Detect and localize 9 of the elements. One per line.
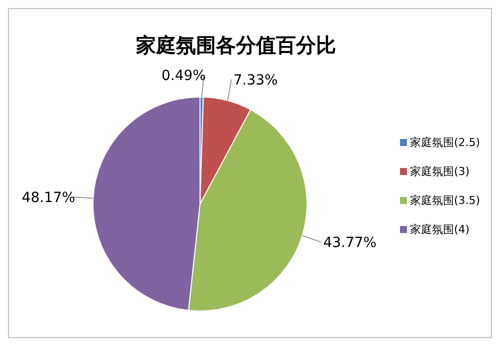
- chart-title: 家庭氛围各分值百分比: [135, 33, 336, 57]
- data-label: 7.33%: [233, 72, 278, 88]
- data-label: 43.77%: [323, 235, 377, 252]
- legend-label: 家庭氛围(3): [410, 165, 470, 178]
- legend-label: 家庭氛围(4): [410, 223, 470, 236]
- legend-label: 家庭氛围(3.5): [410, 194, 480, 207]
- data-label: 0.49%: [162, 68, 206, 84]
- legend-label: 家庭氛围(2.5): [410, 136, 480, 149]
- data-label: 48.17%: [22, 190, 76, 206]
